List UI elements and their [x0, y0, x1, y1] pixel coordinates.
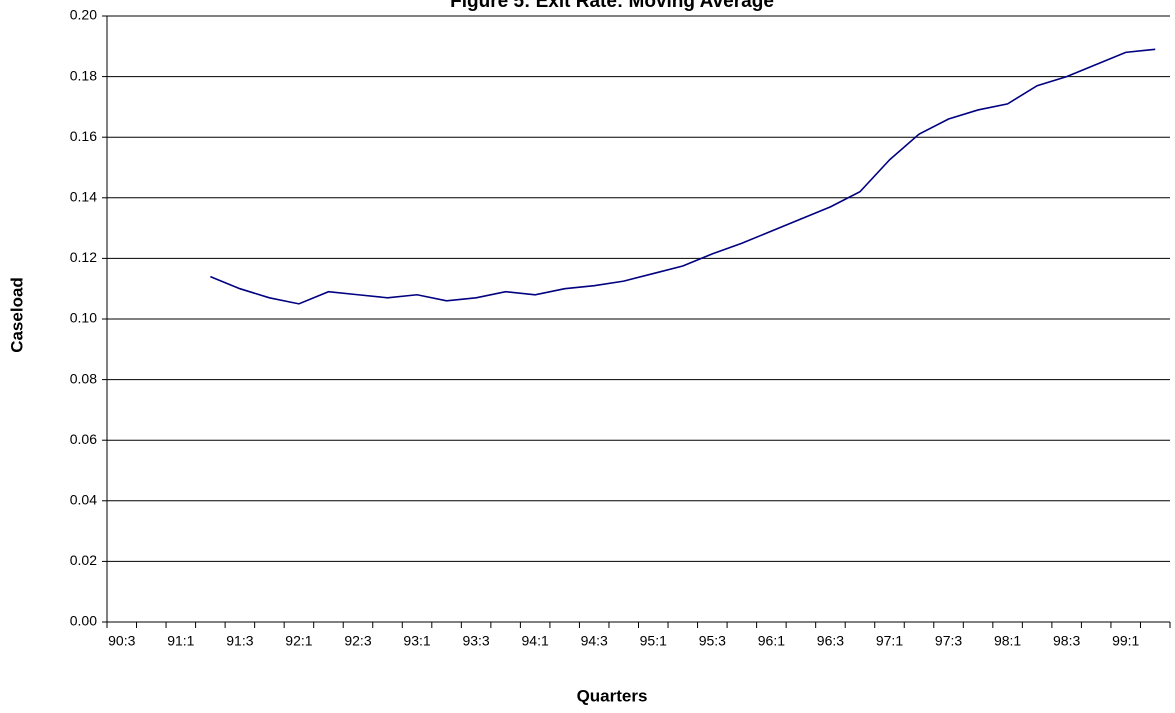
x-tick-label: 91:3: [226, 633, 253, 649]
y-tick-label: 0.18: [70, 67, 97, 83]
x-tick-label: 99:1: [1112, 633, 1139, 649]
chart-title: Figure 5: Exit Rate: Moving Average: [450, 0, 774, 12]
y-tick-label: 0.14: [70, 189, 97, 205]
x-tick-label: 98:3: [1053, 633, 1080, 649]
x-tick-label: 95:1: [640, 633, 667, 649]
x-tick-label: 93:1: [403, 633, 430, 649]
y-tick-label: 0.02: [70, 552, 97, 568]
x-tick-label: 92:1: [285, 633, 312, 649]
y-axis-title: Caseload: [7, 277, 26, 353]
x-tick-label: 94:3: [581, 633, 608, 649]
x-tick-label: 93:3: [462, 633, 489, 649]
x-tick-label: 94:1: [522, 633, 549, 649]
y-tick-label: 0.08: [70, 370, 97, 386]
x-tick-label: 97:3: [935, 633, 962, 649]
x-tick-label: 96:3: [817, 633, 844, 649]
y-tick-label: 0.10: [70, 310, 97, 326]
x-tick-label: 90:3: [108, 633, 135, 649]
x-axis-title: Quarters: [577, 686, 648, 705]
y-tick-label: 0.16: [70, 128, 97, 144]
y-tick-label: 0.06: [70, 431, 97, 447]
x-tick-label: 96:1: [758, 633, 785, 649]
y-tick-label: 0.12: [70, 249, 97, 265]
y-tick-label: 0.20: [70, 7, 97, 23]
x-tick-label: 98:1: [994, 633, 1021, 649]
y-tick-label: 0.04: [70, 492, 97, 508]
data-line: [210, 48, 1156, 305]
x-tick-label: 97:1: [876, 633, 903, 649]
y-tick-label: 0.00: [70, 613, 97, 629]
x-tick-label: 91:1: [167, 633, 194, 649]
x-tick-label: 92:3: [344, 633, 371, 649]
x-tick-label: 95:3: [699, 633, 726, 649]
